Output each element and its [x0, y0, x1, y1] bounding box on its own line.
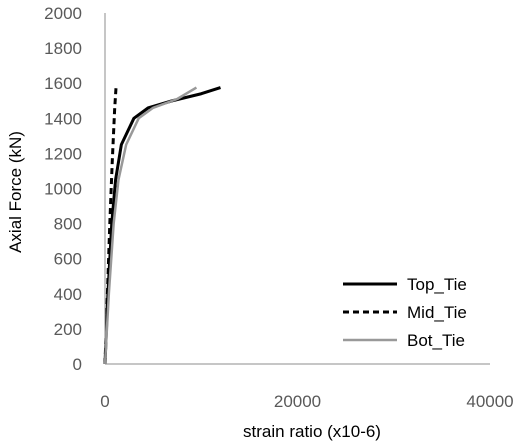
series-line-mid-tie	[103, 86, 118, 365]
y-tick-label: 1000	[44, 180, 82, 199]
y-tick-label: 2000	[44, 4, 82, 23]
axes	[104, 13, 490, 365]
y-tick-label: 400	[54, 285, 82, 304]
series-line-bot-tie	[103, 86, 198, 365]
y-tick-label: 800	[54, 215, 82, 234]
x-tick-labels: 0 20000 40000	[100, 392, 513, 411]
y-tick-label: 200	[54, 320, 82, 339]
x-axis-title: strain ratio (x10-6)	[243, 422, 381, 441]
x-tick-label: 0	[100, 392, 109, 411]
y-tick-label: 1600	[44, 74, 82, 93]
x-tick-label: 20000	[274, 392, 321, 411]
y-axis-title: Axial Force (kN)	[6, 131, 25, 253]
plot-area	[103, 86, 221, 365]
legend: Top_Tie Mid_Tie Bot_Tie	[343, 275, 467, 350]
legend-label-top-tie: Top_Tie	[407, 275, 467, 294]
y-tick-label: 1800	[44, 39, 82, 58]
y-tick-labels: 0 200 400 600 800 1000 1200 1400 1600 1800 2000	[44, 4, 82, 374]
x-tick-label: 40000	[466, 392, 513, 411]
y-tick-label: 1200	[44, 144, 82, 163]
series-line-top-tie	[103, 86, 221, 365]
legend-label-mid-tie: Mid_Tie	[407, 303, 467, 322]
y-tick-label: 0	[73, 355, 82, 374]
y-tick-label: 600	[54, 250, 82, 269]
y-tick-label: 1400	[44, 109, 82, 128]
legend-label-bot-tie: Bot_Tie	[407, 331, 465, 350]
